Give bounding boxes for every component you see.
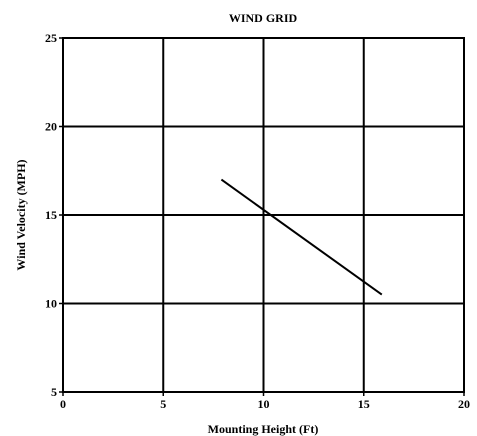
x-tick-label-4: 20 (458, 397, 470, 411)
y-tick-label-0: 5 (51, 385, 57, 399)
y-axis-label: Wind Velocity (MPH) (14, 159, 28, 270)
chart-title: WIND GRID (229, 11, 298, 25)
y-tick-label-4: 25 (45, 31, 57, 45)
series-line-0 (220, 178, 383, 296)
y-tick-label-2: 15 (45, 208, 57, 222)
y-tick-label-3: 20 (45, 120, 57, 134)
x-tick-label-1: 5 (160, 397, 166, 411)
x-tick-label-2: 10 (258, 397, 270, 411)
y-tick-label-1: 10 (45, 297, 57, 311)
x-tick-label-0: 0 (60, 397, 66, 411)
series-group (220, 178, 383, 296)
grid (59, 37, 465, 396)
x-tick-label-3: 15 (358, 397, 370, 411)
x-axis-label: Mounting Height (Ft) (208, 422, 319, 436)
plot-frame (62, 37, 465, 393)
